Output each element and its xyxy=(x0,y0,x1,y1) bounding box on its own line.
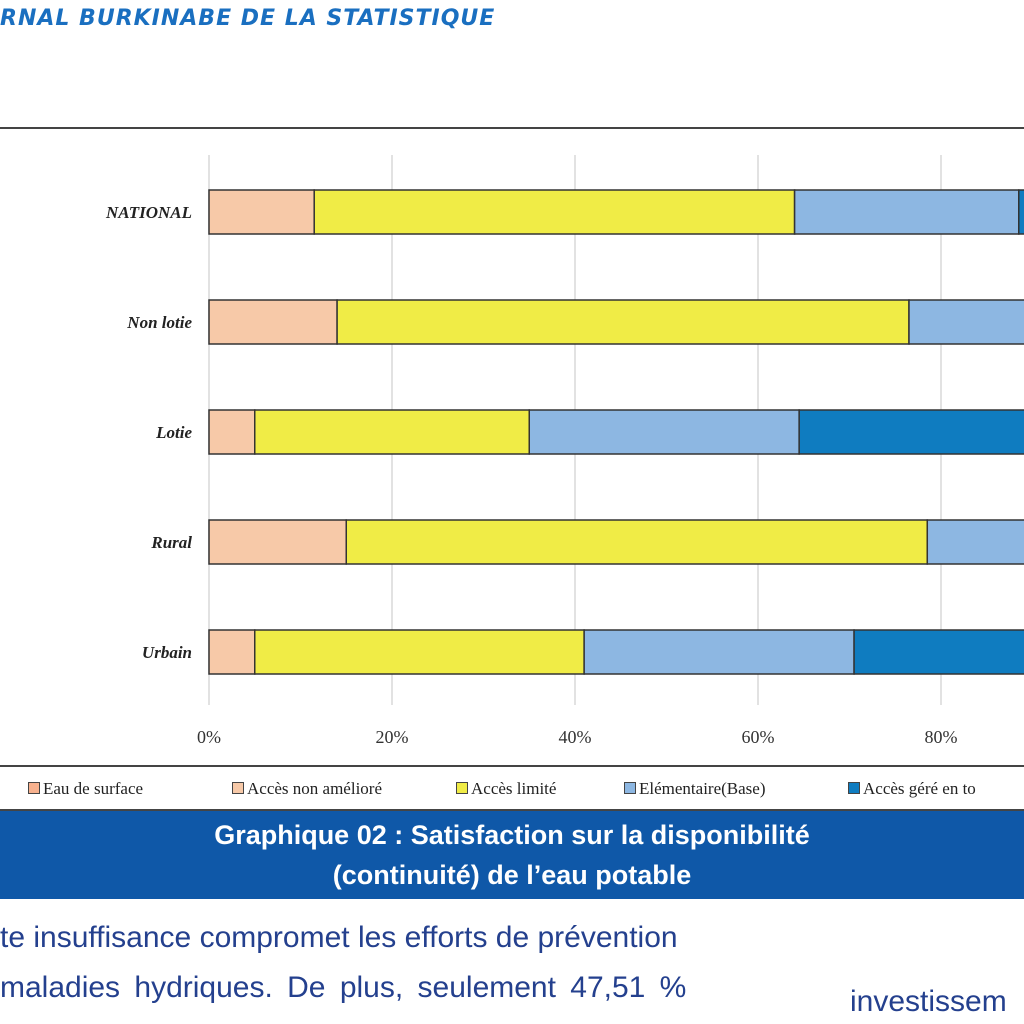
bar-segment xyxy=(853,629,1024,675)
legend-swatch xyxy=(848,782,860,794)
bar-segment xyxy=(208,629,256,675)
legend-label: Elémentaire(Base) xyxy=(639,779,766,798)
caption-line-1: Graphique 02 : Satisfaction sur la dispo… xyxy=(214,820,810,850)
x-tick-label: 20% xyxy=(376,727,409,747)
category-label: Urbain xyxy=(142,643,192,662)
legend-item: Accès géré en to xyxy=(848,779,976,799)
bar-segment xyxy=(1018,189,1024,235)
bar-segment xyxy=(208,299,338,345)
category-label: Lotie xyxy=(155,423,192,442)
bar-segment xyxy=(208,519,347,565)
category-label: Non lotie xyxy=(126,313,192,332)
x-axis-tick-labels: 0% 20% 40% 60% 80% xyxy=(197,727,958,747)
bar-segment xyxy=(926,519,1024,565)
legend-item: Elémentaire(Base) xyxy=(624,779,766,799)
bar-segments xyxy=(208,189,1024,675)
chart-legend: Eau de surface Accès non amélioré Accès li… xyxy=(0,765,1024,811)
stacked-bar-chart: NATIONAL Non lotie Lotie Rural Urbain 0% 20% 4… xyxy=(0,127,1024,747)
bar-segment xyxy=(254,409,530,455)
legend-label: Accès non amélioré xyxy=(247,779,382,798)
x-tick-label: 80% xyxy=(925,727,958,747)
legend-item: Accès limité xyxy=(456,779,556,799)
bar-segment xyxy=(313,189,796,235)
category-labels: NATIONAL Non lotie Lotie Rural Urbain xyxy=(105,203,192,662)
page-header-title: RNAL BURKINABE DE LA STATISTIQUE xyxy=(0,6,496,31)
legend-swatch xyxy=(232,782,244,794)
legend-label: Accès géré en to xyxy=(863,779,976,798)
figure-caption: Graphique 02 : Satisfaction sur la dispo… xyxy=(0,811,1024,899)
bar-segment xyxy=(798,409,1024,455)
bar-segment xyxy=(528,409,800,455)
caption-line-2: (continuité) de l’eau potable xyxy=(332,860,692,890)
bar-segment xyxy=(208,189,315,235)
legend-item: Accès non amélioré xyxy=(232,779,382,799)
bar-segment xyxy=(254,629,585,675)
bar-segment xyxy=(793,189,1020,235)
category-label: Rural xyxy=(150,533,192,552)
x-tick-label: 60% xyxy=(742,727,775,747)
x-tick-label: 40% xyxy=(559,727,592,747)
bar-segment xyxy=(908,299,1024,345)
bar-segment xyxy=(336,299,910,345)
legend-swatch xyxy=(28,782,40,794)
legend-swatch xyxy=(624,782,636,794)
legend-label: Accès limité xyxy=(471,779,557,798)
legend-item: Eau de surface xyxy=(28,779,143,799)
legend-swatch xyxy=(456,782,468,794)
body-text-line-1: te insuffisance compromet les efforts de… xyxy=(0,921,678,954)
body-text-line-2: maladies hydriques. De plus, seulement 4… xyxy=(0,971,687,1004)
bar-segment xyxy=(208,409,256,455)
x-tick-label: 0% xyxy=(197,727,221,747)
body-text-right-fragment: investissem xyxy=(850,985,1007,1018)
bar-segment xyxy=(345,519,929,565)
category-label: NATIONAL xyxy=(105,203,192,222)
bar-segment xyxy=(583,629,855,675)
legend-label: Eau de surface xyxy=(43,779,144,798)
